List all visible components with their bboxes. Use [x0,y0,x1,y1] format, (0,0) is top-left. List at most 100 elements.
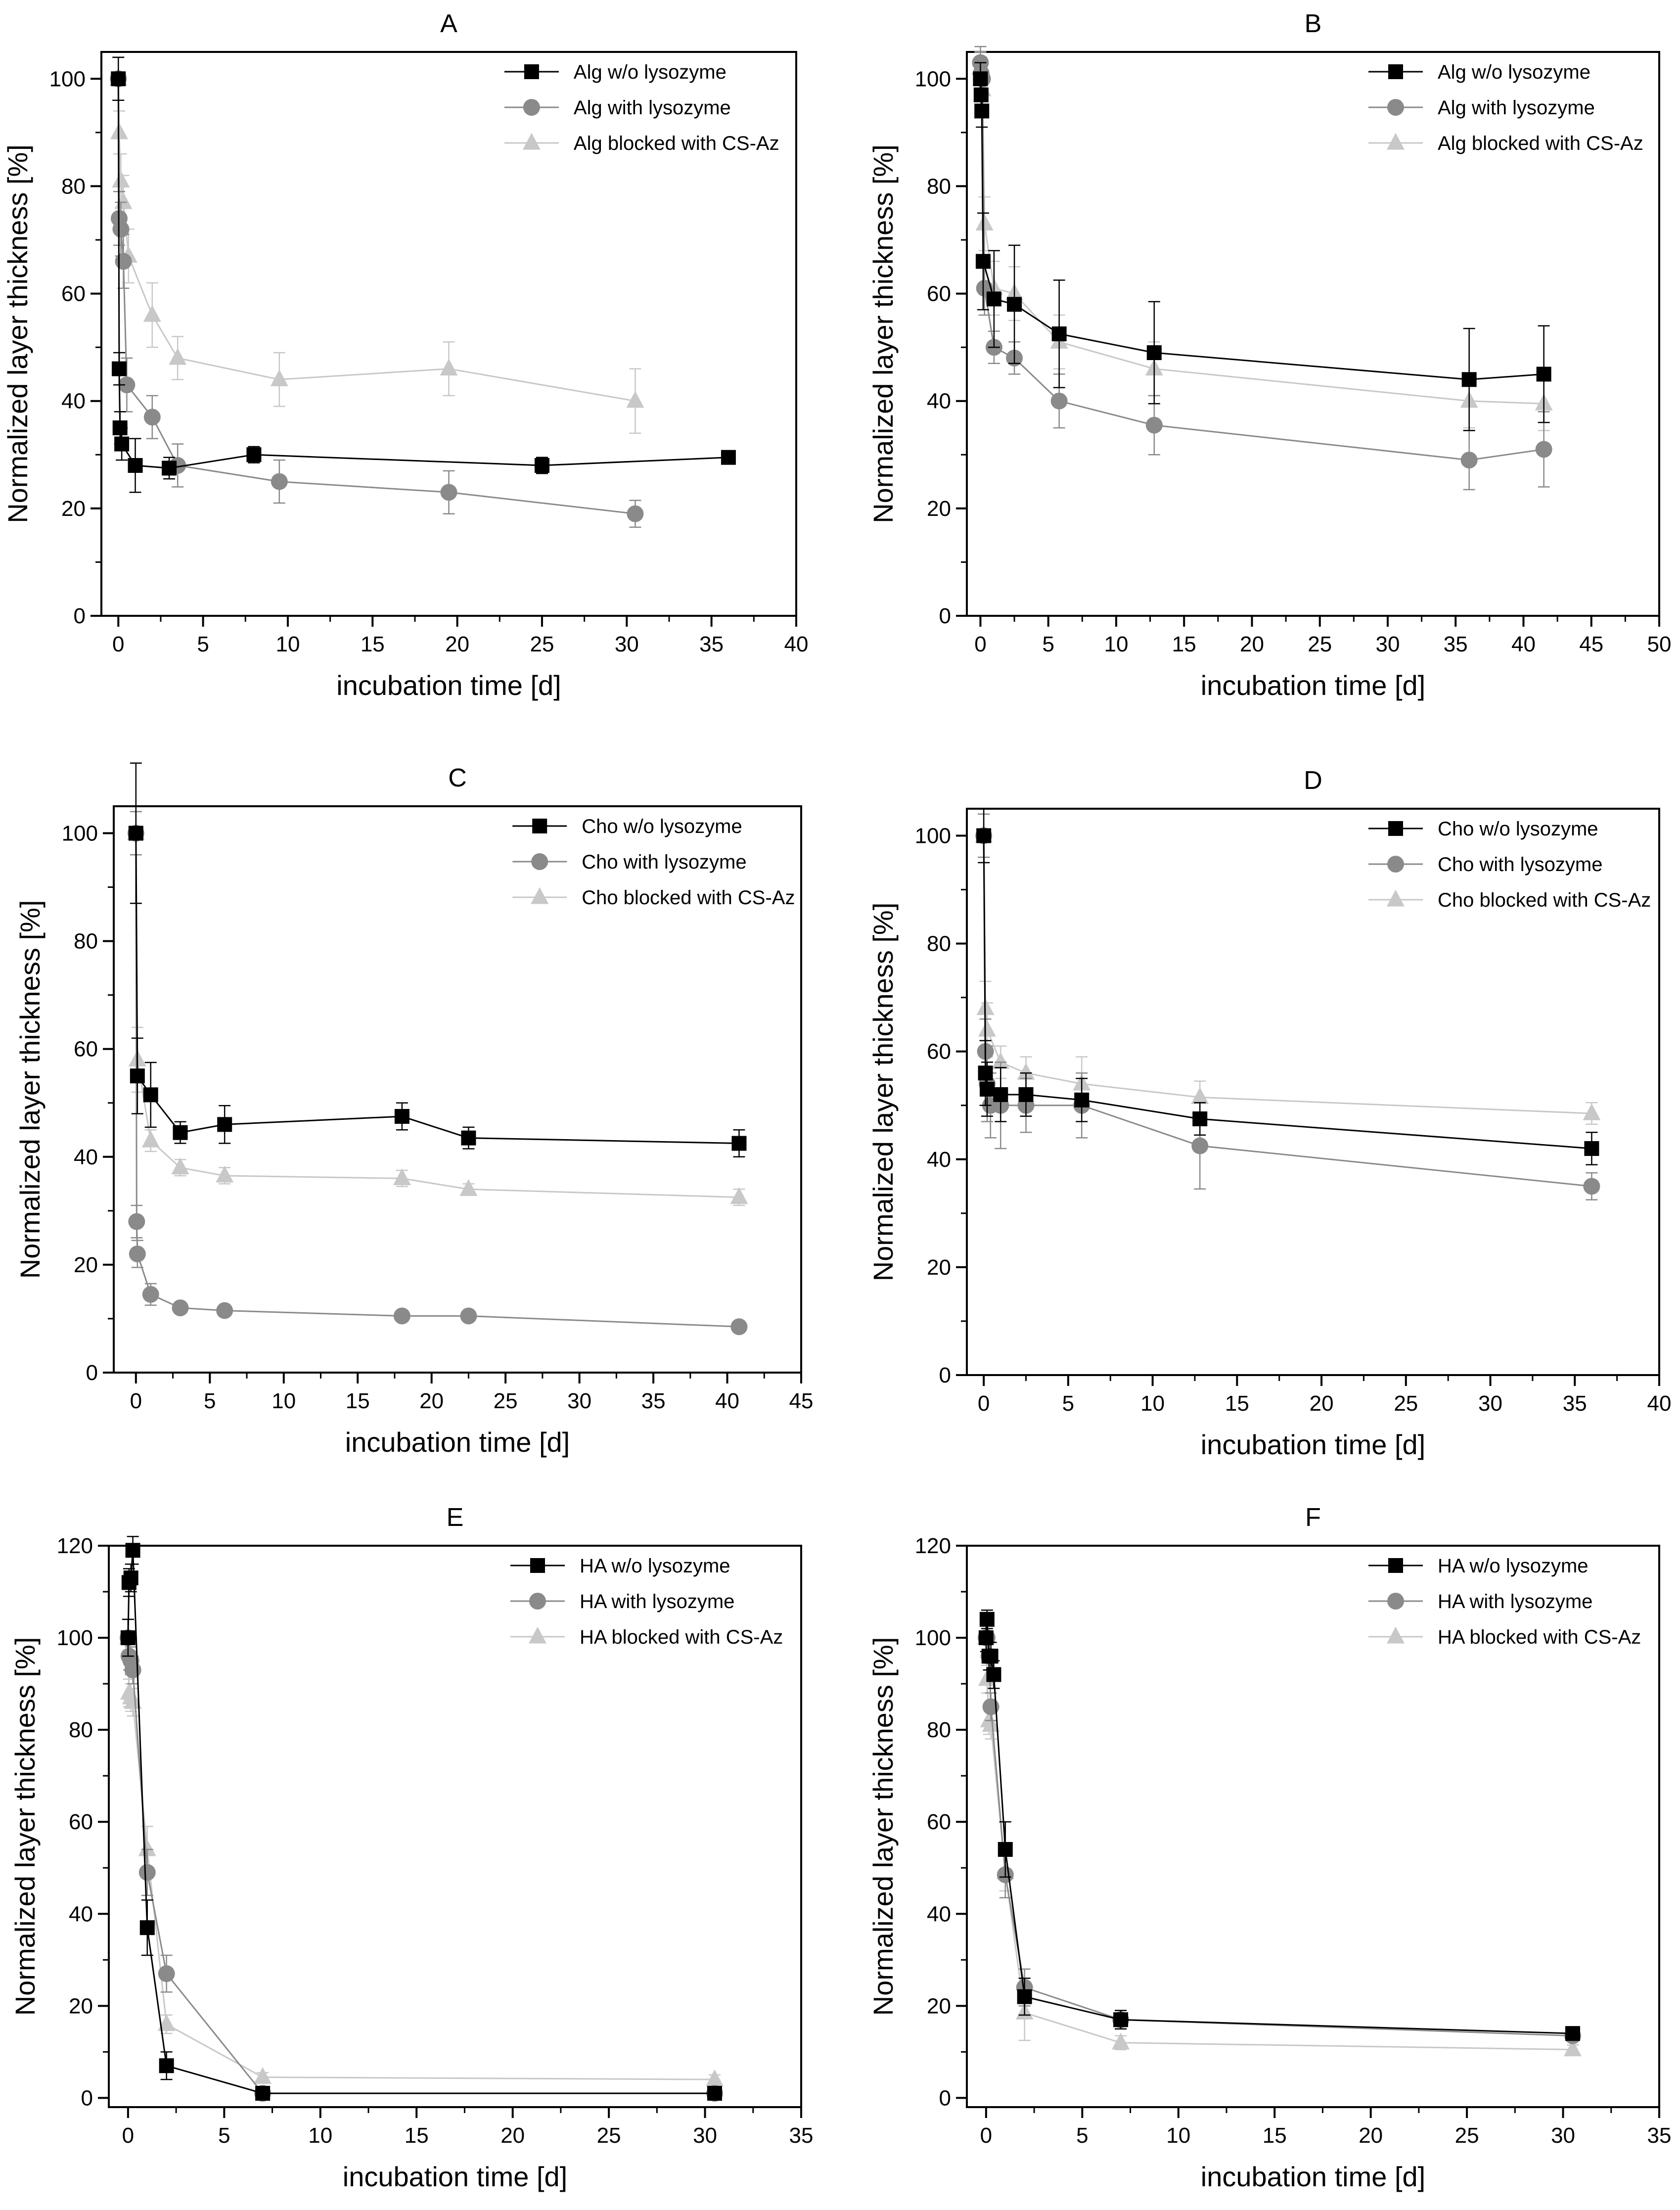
legend-label-b: Alg w/o lysozyme [1438,61,1590,83]
legend-marker-a [522,133,541,150]
series-f-3 [977,1623,1582,2057]
panel-title-d: D [1304,766,1322,795]
data-point-f [1564,2039,1582,2057]
data-point-a [626,391,644,408]
y-tick-label-e: 120 [57,1534,93,1558]
series-a-3 [109,56,644,434]
data-point-a [112,171,130,188]
data-point-b [1536,367,1551,382]
data-point-e [139,1920,155,1935]
x-tick-label-d: 0 [978,1391,990,1416]
y-tick-label-c: 100 [62,822,98,846]
data-point-d [979,1082,995,1097]
data-point-f [982,1715,1000,1732]
x-tick-label-b: 45 [1579,632,1603,656]
legend-f: HA w/o lysozyme HA with lysozyme HA blocke… [1368,1555,1641,1648]
data-point-a [143,305,161,322]
x-tick-label-c: 15 [346,1389,370,1413]
data-point-f [1017,1989,1032,2004]
data-point-f [986,1667,1001,1682]
legend-label-d: Cho with lysozyme [1438,854,1602,875]
panel-d: D 0 5 10 15 20 25 30 35 40 0 20 40 60 80 100 incubation … [867,766,1671,1460]
data-point-b [1146,345,1162,360]
data-point-a [128,458,143,473]
panel-c: C 0 5 10 15 20 25 30 35 40 45 0 20 40 60 80 100 incubatio… [14,762,813,1458]
x-tick-label-c: 10 [272,1389,296,1413]
data-point-e [138,1839,156,1856]
legend-marker-d [1387,889,1405,907]
data-point-a [114,192,133,209]
series-line-f-2 [986,1637,1573,2037]
data-point-d [992,1052,1010,1069]
x-axis-title-a: incubation time [d] [336,670,561,701]
x-tick-label-f: 15 [1263,2123,1287,2148]
legend-label-a: Alg blocked with CS-Az [574,133,779,154]
legend-marker-c [531,887,549,904]
series-line-d-3 [983,835,1592,1114]
y-tick-label-d: 0 [939,1363,951,1387]
data-point-a [112,221,130,238]
data-point-c [129,1245,146,1263]
y-tick-label-d: 40 [927,1148,951,1172]
data-point-b [986,291,1001,307]
x-axis-title-b: incubation time [d] [1201,670,1425,701]
x-axis-title-f: incubation time [d] [1201,2161,1425,2192]
data-point-a [143,409,161,426]
x-tick-label-c: 20 [419,1389,444,1413]
y-tick-label-a: 60 [61,282,86,306]
series-e-1 [120,1536,722,2101]
legend-label-f: HA with lysozyme [1438,1591,1592,1612]
x-tick-label-e: 5 [218,2123,230,2148]
data-point-a [118,376,136,394]
x-tick-label-f: 20 [1359,2123,1383,2148]
x-tick-label-b: 5 [1042,632,1054,656]
x-tick-label-e: 35 [789,2123,814,2148]
x-tick-label-b: 15 [1172,632,1196,656]
legend-e: HA w/o lysozyme HA with lysozyme HA blocke… [510,1555,783,1648]
y-tick-label-a: 20 [61,497,86,521]
y-tick-label-c: 0 [86,1361,98,1385]
y-tick-label-c: 40 [74,1145,98,1169]
data-point-d [1018,1087,1034,1102]
y-axis-title-a: Normalized layer thickness [%] [2,144,33,523]
data-point-c [130,1068,145,1084]
y-tick-label-b: 60 [927,282,951,306]
plot-frame-c [113,805,802,1374]
data-point-a [169,348,187,365]
x-tick-label-e: 30 [693,2123,717,2148]
series-a-2 [110,56,644,528]
y-tick-label-e: 100 [57,1626,93,1650]
x-tick-label-d: 25 [1394,1391,1418,1416]
data-point-f [979,1611,995,1627]
data-point-b [1535,441,1552,458]
x-tick-label-e: 0 [122,2123,134,2148]
x-tick-label-e: 10 [308,2123,332,2148]
legend-b: Alg w/o lysozyme Alg with lysozyme Alg blo… [1368,61,1643,154]
data-point-d [1192,1111,1208,1127]
plot-frame-d [966,808,1660,1376]
y-tick-label-b: 100 [915,67,951,91]
legend-label-a: Alg with lysozyme [574,97,731,119]
x-tick-label-d: 40 [1647,1391,1672,1416]
legend-marker-b [1387,99,1404,116]
data-point-c [143,1087,158,1103]
data-point-c [459,1179,478,1196]
x-tick-label-a: 15 [361,632,385,656]
x-tick-label-b: 40 [1511,632,1536,656]
data-point-a [111,71,126,87]
panel-title-c: C [448,764,467,792]
x-tick-label-d: 10 [1140,1391,1165,1416]
x-tick-label-c: 30 [567,1389,591,1413]
legend-marker-e [530,1558,545,1573]
data-point-a [246,447,262,462]
legend-label-f: HA w/o lysozyme [1438,1555,1589,1577]
y-tick-label-d: 60 [927,1040,951,1064]
x-tick-label-f: 35 [1647,2123,1672,2148]
data-point-e [706,2069,724,2086]
data-point-c [393,1168,411,1186]
series-d-1 [976,808,1599,1165]
data-point-d [1583,1103,1601,1120]
data-point-b [1461,372,1477,387]
